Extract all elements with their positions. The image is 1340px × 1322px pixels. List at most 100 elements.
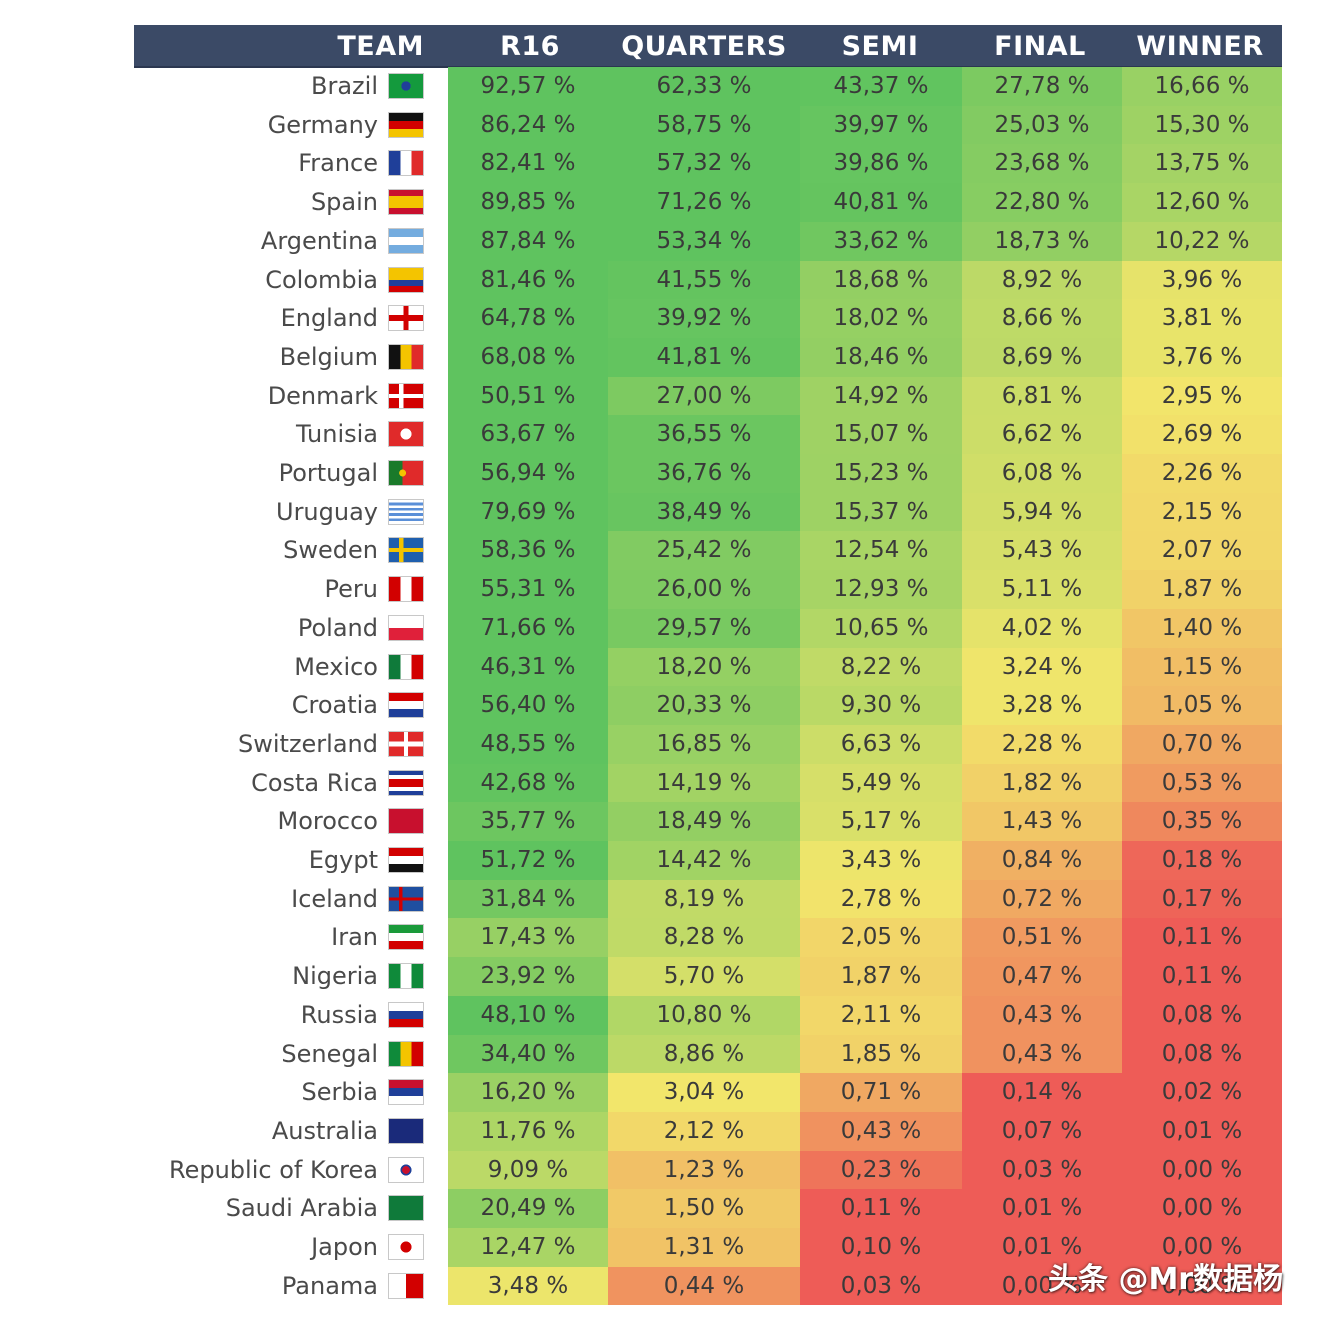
belgium-flag-icon (388, 344, 424, 370)
uruguay-flag-icon (388, 499, 424, 525)
cell-final: 5,43 % (962, 531, 1122, 570)
team-name: Brazil (311, 72, 378, 100)
cell-r16: 17,43 % (448, 918, 608, 957)
cell-quarters: 41,81 % (608, 338, 800, 377)
cell-winner: 2,69 % (1122, 415, 1282, 454)
cell-r16: 31,84 % (448, 880, 608, 918)
cell-semi: 0,11 % (800, 1189, 962, 1228)
team-row: Spain (130, 183, 426, 221)
cell-semi: 9,30 % (800, 686, 962, 725)
cell-quarters: 1,23 % (608, 1151, 800, 1189)
team-row: Egypt (130, 841, 426, 879)
team-row: Serbia (130, 1073, 426, 1111)
colombia-flag-icon (388, 267, 424, 293)
cell-quarters: 71,26 % (608, 183, 800, 222)
team-row: Costa Rica (130, 764, 426, 802)
cell-r16: 79,69 % (448, 493, 608, 531)
cell-final: 2,28 % (962, 725, 1122, 764)
cell-winner: 3,81 % (1122, 299, 1282, 338)
sweden-flag-icon (388, 537, 424, 563)
cell-semi: 12,54 % (800, 531, 962, 570)
team-row: Germany (130, 106, 426, 144)
cell-semi: 39,97 % (800, 106, 962, 144)
panama-flag-icon (388, 1273, 424, 1299)
cell-semi: 43,37 % (800, 67, 962, 106)
cell-r16: 9,09 % (448, 1151, 608, 1189)
cell-final: 25,03 % (962, 106, 1122, 144)
team-row: Australia (130, 1112, 426, 1150)
cell-r16: 89,85 % (448, 183, 608, 222)
probability-grid: 92,57 % 62,33 % 43,37 % 27,78 % 16,66 % 86,24… (448, 67, 1282, 1305)
cell-winner: 0,02 % (1122, 1073, 1282, 1112)
cell-r16: 51,72 % (448, 841, 608, 880)
cell-r16: 58,36 % (448, 531, 608, 570)
cell-r16: 86,24 % (448, 106, 608, 144)
cell-final: 0,43 % (962, 996, 1122, 1035)
cell-quarters: 39,92 % (608, 299, 800, 338)
team-row: England (130, 299, 426, 337)
team-name: Germany (267, 111, 378, 139)
cell-final: 5,94 % (962, 493, 1122, 531)
cell-r16: 46,31 % (448, 648, 608, 686)
iceland-flag-icon (388, 886, 424, 912)
cell-quarters: 1,31 % (608, 1228, 800, 1267)
team-row: France (130, 144, 426, 182)
cell-final: 1,43 % (962, 802, 1122, 841)
cell-quarters: 16,85 % (608, 725, 800, 764)
cell-quarters: 38,49 % (608, 493, 800, 531)
cell-winner: 3,76 % (1122, 338, 1282, 377)
cell-semi: 8,22 % (800, 648, 962, 686)
cell-quarters: 57,32 % (608, 144, 800, 183)
cell-quarters: 20,33 % (608, 686, 800, 725)
cell-final: 23,68 % (962, 144, 1122, 183)
team-row: Russia (130, 996, 426, 1034)
team-name: Iran (331, 923, 378, 951)
team-row: Poland (130, 609, 426, 647)
cell-final: 0,84 % (962, 841, 1122, 880)
cell-final: 0,01 % (962, 1189, 1122, 1228)
team-name: Belgium (279, 343, 378, 371)
cell-semi: 10,65 % (800, 609, 962, 648)
column-header-semi: SEMI (841, 31, 919, 62)
france-flag-icon (388, 150, 424, 176)
team-name: Serbia (301, 1078, 378, 1106)
germany-flag-icon (388, 112, 424, 138)
cell-quarters: 3,04 % (608, 1073, 800, 1112)
cell-winner: 0,11 % (1122, 918, 1282, 957)
cell-r16: 35,77 % (448, 802, 608, 841)
team-row: Switzerland (130, 725, 426, 763)
cell-r16: 63,67 % (448, 415, 608, 454)
cell-final: 1,82 % (962, 764, 1122, 802)
cell-quarters: 53,34 % (608, 222, 800, 261)
team-name: Panama (281, 1272, 378, 1300)
column-header-team: TEAM (337, 31, 424, 62)
cell-winner: 0,35 % (1122, 802, 1282, 841)
cell-quarters: 29,57 % (608, 609, 800, 648)
column-header-final: FINAL (994, 31, 1086, 62)
cell-quarters: 26,00 % (608, 570, 800, 609)
cell-final: 3,24 % (962, 648, 1122, 686)
team-name: Portugal (278, 459, 378, 487)
cell-final: 0,07 % (962, 1112, 1122, 1151)
team-name: Argentina (260, 227, 378, 255)
cell-semi: 15,23 % (800, 454, 962, 493)
team-row: Iceland (130, 880, 426, 918)
cell-final: 27,78 % (962, 67, 1122, 106)
team-row: Morocco (130, 802, 426, 840)
team-name: Japon (311, 1233, 378, 1261)
cell-final: 6,62 % (962, 415, 1122, 454)
table-header: TEAM R16 QUARTERS SEMI FINAL WINNER (134, 25, 1282, 68)
cell-final: 0,03 % (962, 1151, 1122, 1189)
cell-semi: 15,07 % (800, 415, 962, 454)
iran-flag-icon (388, 924, 424, 950)
cell-quarters: 14,19 % (608, 764, 800, 802)
team-name: Spain (310, 188, 378, 216)
cell-final: 0,47 % (962, 957, 1122, 996)
cell-quarters: 62,33 % (608, 67, 800, 106)
team-row: Senegal (130, 1035, 426, 1073)
cell-quarters: 58,75 % (608, 106, 800, 144)
cell-r16: 56,94 % (448, 454, 608, 493)
cell-final: 0,01 % (962, 1228, 1122, 1267)
cell-quarters: 8,19 % (608, 880, 800, 918)
cell-winner: 0,00 % (1122, 1228, 1282, 1267)
